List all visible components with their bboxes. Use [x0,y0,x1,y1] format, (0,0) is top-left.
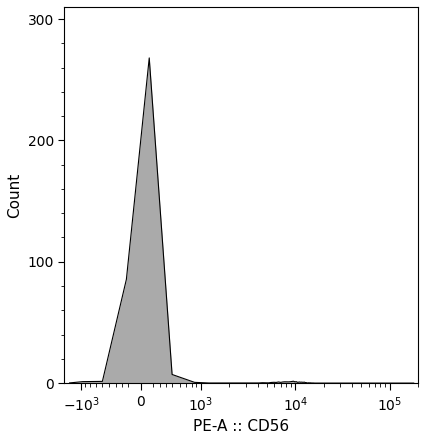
Y-axis label: Count: Count [7,172,22,218]
X-axis label: PE-A :: CD56: PE-A :: CD56 [193,419,289,434]
